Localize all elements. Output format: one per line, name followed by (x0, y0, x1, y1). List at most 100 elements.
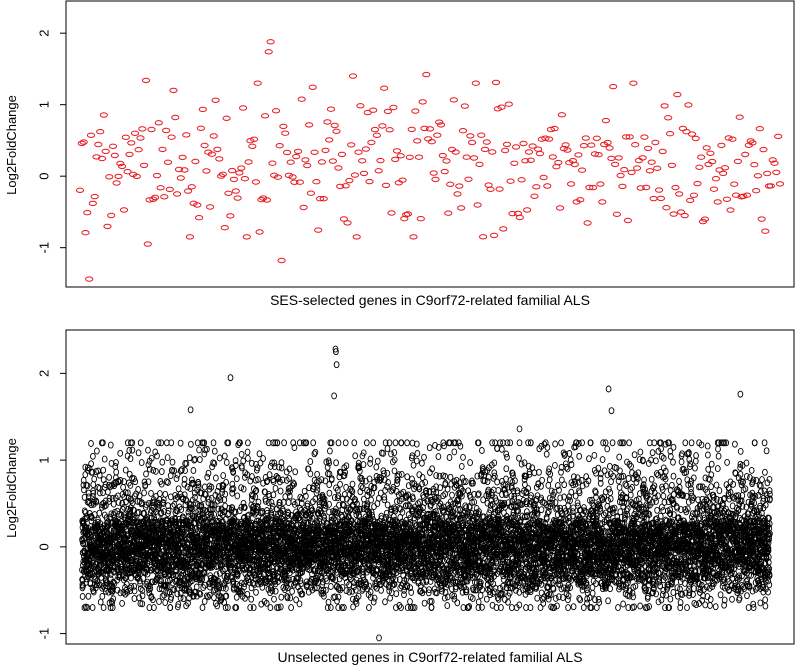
data-point (114, 173, 123, 180)
data-point (169, 502, 176, 510)
data-point (720, 165, 730, 171)
data-point (139, 587, 146, 594)
data-point (200, 584, 207, 592)
data-point (620, 167, 629, 173)
data-point (207, 151, 216, 157)
data-point (187, 184, 196, 190)
data-point (108, 143, 118, 150)
data-point (137, 580, 143, 588)
y-tick-label: 0 (37, 173, 52, 180)
data-point (97, 598, 104, 606)
data-point (396, 153, 405, 159)
data-point (772, 169, 781, 176)
data-point (609, 83, 618, 90)
data-point (162, 552, 169, 560)
data-point (774, 133, 783, 140)
data-point (187, 406, 194, 414)
data-point (184, 573, 191, 581)
data-point (121, 134, 130, 141)
data-point (198, 106, 207, 113)
data-point (310, 439, 317, 447)
data-point (146, 465, 153, 473)
data-point (735, 114, 744, 120)
data-point (165, 186, 174, 193)
data-point (286, 159, 295, 165)
data-point (90, 452, 96, 460)
data-point (123, 169, 132, 175)
data-point (200, 142, 209, 149)
data-point (398, 177, 407, 183)
data-point (331, 392, 337, 400)
data-point (625, 134, 634, 140)
data-point (570, 161, 579, 168)
data-point (763, 170, 772, 177)
data-point (666, 131, 675, 137)
data-point (458, 128, 468, 134)
data-point (174, 471, 181, 479)
data-point (372, 132, 381, 139)
data-point (506, 178, 515, 184)
data-point (177, 439, 184, 447)
data-point (90, 481, 97, 489)
data-point (90, 193, 99, 200)
data-point (96, 129, 105, 135)
data-point (391, 156, 400, 163)
data-point (281, 130, 290, 136)
data-point (381, 182, 391, 189)
data-point (605, 145, 614, 151)
data-point (215, 494, 222, 502)
data-point (238, 450, 245, 458)
data-point (96, 471, 103, 479)
data-point (224, 190, 233, 197)
data-point (132, 173, 141, 180)
data-point (695, 164, 704, 171)
data-point (126, 511, 133, 519)
data-point (387, 210, 396, 216)
data-point (669, 211, 678, 217)
data-point (464, 176, 473, 183)
data-point (90, 489, 97, 497)
data-point (122, 466, 129, 474)
data-point (700, 216, 710, 222)
plot-frame (65, 329, 795, 645)
data-point (141, 77, 151, 84)
data-point (125, 151, 134, 158)
data-point (182, 467, 188, 474)
data-point (431, 176, 440, 183)
data-point (99, 112, 108, 118)
data-point (339, 216, 348, 222)
data-point (422, 71, 431, 78)
data-point (131, 492, 138, 500)
data-point (206, 204, 215, 210)
data-point (438, 152, 447, 159)
data-point (469, 155, 479, 161)
data-point (272, 484, 279, 492)
data-point (180, 167, 189, 173)
data-point (96, 509, 103, 517)
data-point (581, 135, 590, 141)
data-point (365, 178, 374, 185)
data-point (158, 480, 165, 488)
data-point (196, 446, 202, 454)
data-point (165, 507, 172, 515)
data-point (290, 179, 299, 186)
data-point (260, 455, 266, 463)
data-point (709, 186, 719, 192)
data-point (655, 187, 664, 193)
data-point (181, 540, 187, 548)
data-point (227, 374, 234, 382)
data-point (384, 445, 391, 453)
data-point (158, 439, 165, 447)
data-point (629, 80, 638, 86)
data-point (154, 452, 160, 460)
data-point (164, 454, 171, 462)
data-point (127, 140, 136, 146)
data-point (508, 210, 517, 217)
data-point (409, 234, 418, 240)
data-point (210, 439, 217, 447)
data-point (333, 459, 339, 467)
data-point (385, 127, 394, 133)
data-point (171, 501, 178, 508)
data-point (384, 469, 391, 477)
